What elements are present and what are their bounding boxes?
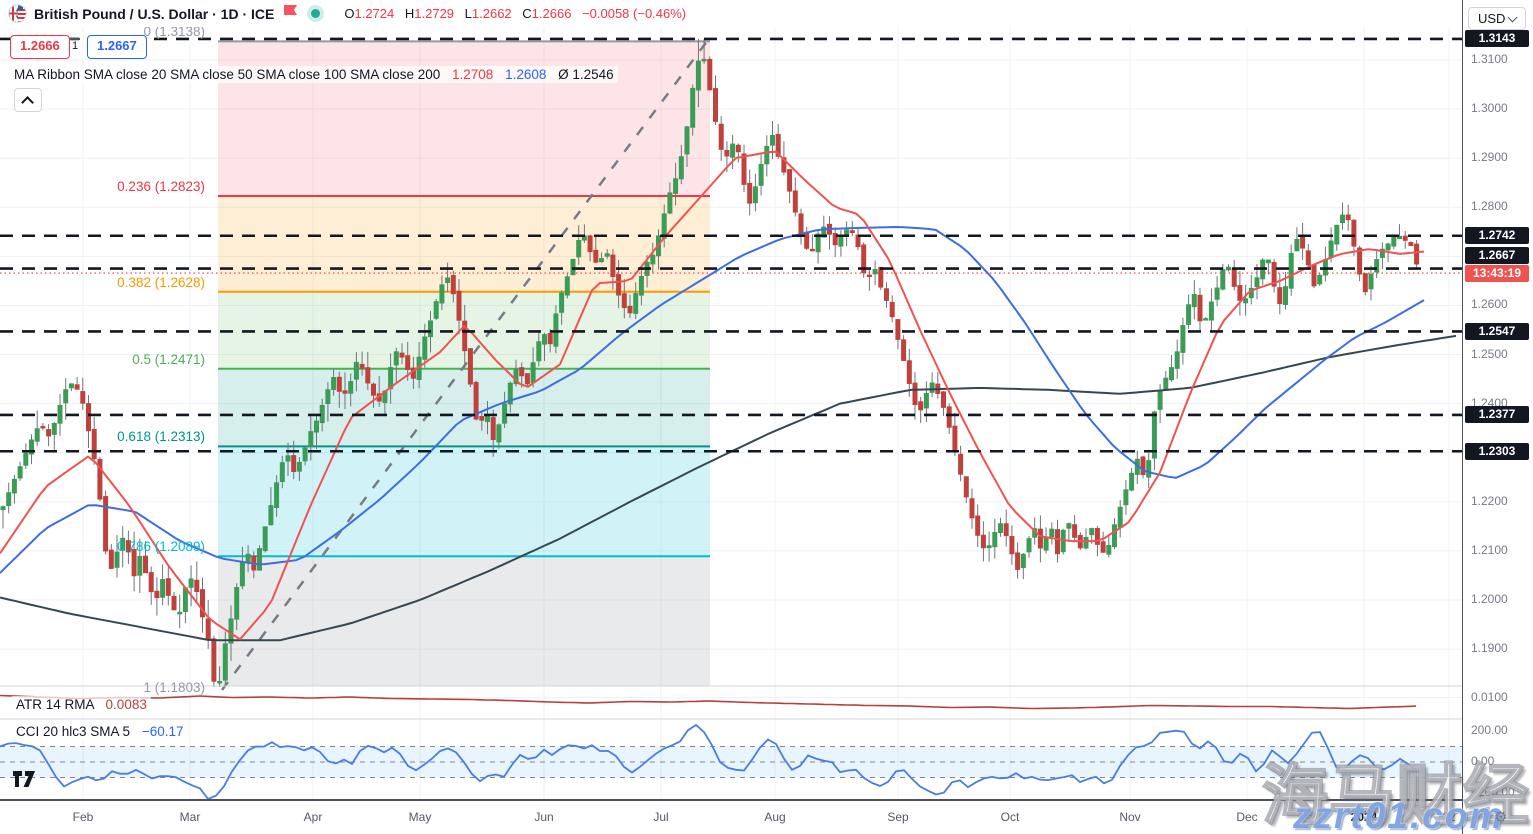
cci-title: CCI 20 hlc3 SMA 5 (16, 724, 131, 739)
time-axis-label: 22 (1442, 810, 1456, 824)
price-level-tag: 1.2377 (1465, 406, 1529, 424)
fib-level-label: 0.786 (1.2089) (117, 539, 205, 555)
currency-selector[interactable]: USD (1468, 7, 1526, 30)
cci-axis-tick: −200.00 (1471, 785, 1515, 799)
ma-ribbon-sma50-value: 1.2608 (505, 67, 547, 82)
price-axis-tick: 1.3100 (1471, 52, 1508, 66)
ma-ribbon-title: MA Ribbon SMA close 20 SMA close 50 SMA … (14, 67, 441, 82)
high-value: 1.2729 (414, 6, 455, 21)
price-level-tag: 1.2303 (1465, 442, 1529, 460)
symbol-header: British Pound / U.S. Dollar · 1D · ICE O… (0, 0, 1462, 27)
price-axis[interactable]: USD 1.3100 1.3000 1.2900 1.2800 1.2600 1.2500… (1462, 0, 1533, 834)
time-axis[interactable]: Feb Mar Apr May Jun Jul Aug Sep Oct Nov Dec 2024 22 (0, 801, 1462, 834)
time-axis-label: Mar (179, 810, 201, 824)
price-axis-tick: 1.2600 (1471, 297, 1508, 312)
time-axis-label: 2024 (1350, 810, 1378, 824)
fib-level-label: 0.5 (1.2471) (132, 351, 205, 367)
currency-label: USD (1478, 11, 1506, 26)
low-label: L (464, 6, 472, 21)
time-axis-label: Dec (1236, 810, 1258, 824)
time-axis-label: Aug (764, 810, 786, 824)
ma-ribbon-sma20-value: 1.2708 (452, 67, 494, 82)
collapse-legend-button[interactable] (14, 88, 42, 112)
price-axis-tick: 1.3000 (1471, 101, 1508, 116)
time-axis-label: Apr (303, 810, 323, 824)
cci-axis-tick: 0.00 (1471, 754, 1495, 768)
chevron-up-icon (21, 96, 34, 109)
symbol-title[interactable]: British Pound / U.S. Dollar · 1D · ICE (34, 5, 275, 22)
atr-axis-tick: 0.0100 (1471, 689, 1508, 704)
buy-price-button[interactable]: 1.2667 (87, 35, 147, 59)
price-level-tag: 1.2667 (1465, 247, 1529, 265)
price-axis-tick: 1.1900 (1471, 641, 1508, 656)
fib-level-label: 0.236 (1.2823) (117, 178, 205, 194)
market-status-icon[interactable] (311, 9, 321, 18)
fib-level-label: 0.382 (1.2628) (117, 274, 205, 290)
chevron-down-icon (1507, 12, 1518, 23)
gear-icon[interactable]: ⚙ (1494, 809, 1508, 826)
close-value: 1.2666 (531, 6, 572, 21)
ohlc-readout: O1.2724 H1.2729 L1.2662 C1.2666 −0.0058 … (337, 6, 686, 21)
cci-legend[interactable]: CCI 20 hlc3 SMA 5 −60.17 (12, 723, 188, 740)
change-value: −0.0058 (−0.46%) (582, 6, 687, 21)
time-axis-label: Sep (887, 810, 909, 824)
close-label: C (522, 6, 532, 21)
fib-level-label: 0.618 (1.2313) (117, 429, 205, 445)
ma-ribbon-average-value: Ø 1.2546 (558, 67, 614, 82)
price-axis-tick: 1.2000 (1471, 592, 1508, 606)
fib-level-label: 1 (1.1803) (143, 679, 205, 695)
cci-axis-tick: 200.00 (1471, 723, 1508, 737)
time-axis-label: Nov (1119, 810, 1141, 824)
open-label: O (344, 6, 355, 21)
tradingview-logo[interactable] (12, 769, 37, 794)
open-value: 1.2724 (354, 6, 395, 21)
time-axis-label: Feb (72, 810, 94, 824)
price-axis-tick: 1.2900 (1471, 150, 1508, 165)
bar-countdown-tag: 13:43:19 (1465, 264, 1529, 282)
time-axis-label: May (408, 810, 432, 824)
sell-price-button[interactable]: 1.2666 (10, 35, 70, 59)
atr-value: 0.0083 (105, 697, 147, 712)
red-flag-icon[interactable] (283, 4, 298, 23)
price-axis-tick: 1.2800 (1471, 199, 1508, 214)
atr-legend[interactable]: ATR 14 RMA 0.0083 (12, 696, 151, 713)
fib-level-label: 0 (1.3138) (143, 24, 205, 40)
price-level-tag: 1.2742 (1465, 227, 1529, 245)
price-axis-tick: 1.2100 (1471, 542, 1508, 557)
instrument-pair-flag-icon (8, 4, 27, 23)
price-level-tag: 1.2547 (1465, 322, 1529, 340)
time-axis-label: Jun (534, 810, 554, 824)
cci-value: −60.17 (141, 724, 184, 739)
spread-value: 1 (70, 38, 81, 52)
chart-canvas[interactable] (0, 0, 1462, 801)
high-label: H (404, 6, 415, 21)
price-axis-tick: 1.2500 (1471, 346, 1508, 361)
ma-ribbon-legend[interactable]: MA Ribbon SMA close 20 SMA close 50 SMA … (10, 66, 618, 83)
low-value: 1.2662 (471, 6, 512, 21)
price-axis-tick: 1.2400 (1471, 395, 1508, 410)
price-axis-tick: 1.2200 (1471, 493, 1508, 508)
time-axis-label: Jul (653, 810, 669, 824)
atr-title: ATR 14 RMA (16, 697, 94, 712)
price-level-tag: 1.3143 (1465, 30, 1529, 48)
time-axis-label: Oct (1000, 810, 1020, 824)
